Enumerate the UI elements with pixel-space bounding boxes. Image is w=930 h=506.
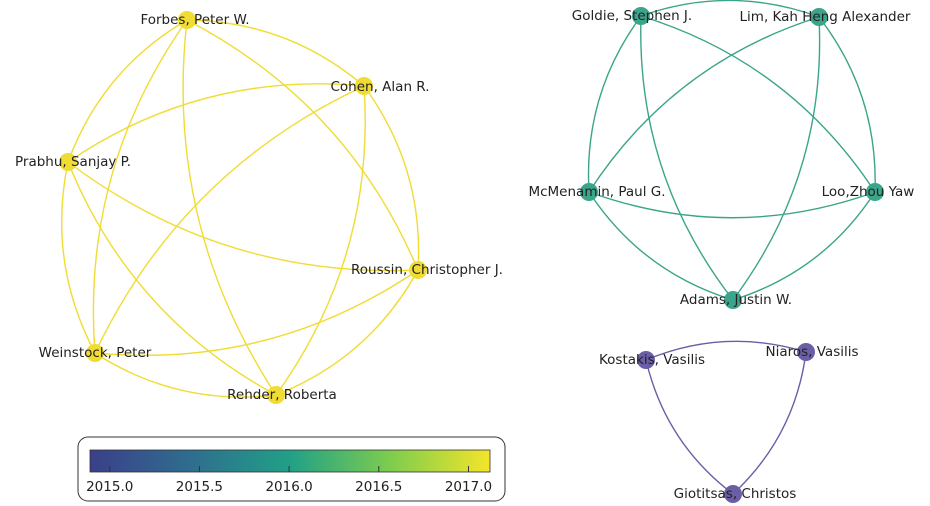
edge — [588, 191, 734, 301]
node — [724, 485, 742, 503]
colorbar — [89, 449, 491, 473]
node — [810, 8, 828, 26]
node — [724, 291, 742, 309]
node-label: Goldie, Stephen J. — [572, 8, 692, 24]
node-label: Forbes, Peter W. — [140, 12, 249, 28]
colorbar-tick-label: 2016.5 — [355, 479, 402, 495]
edge — [94, 352, 277, 398]
node — [866, 183, 884, 201]
edge — [588, 191, 876, 219]
edge — [182, 19, 277, 396]
node-label: Niaros, Vasilis — [765, 344, 858, 360]
edge — [67, 161, 419, 272]
node-label: Lim, Kah Heng Alexander — [740, 9, 911, 25]
node-label: Roussin, Christopher J. — [351, 262, 503, 278]
node-label: Prabhu, Sanjay P. — [15, 154, 131, 170]
colorbar-tick-label: 2016.0 — [265, 479, 312, 495]
edge — [275, 85, 366, 396]
edge — [645, 340, 807, 361]
node-label: Adams, Justin W. — [680, 292, 792, 308]
node — [637, 351, 655, 369]
edge — [587, 15, 642, 193]
node-label: McMenamin, Paul G. — [528, 184, 665, 200]
edge — [640, 0, 820, 18]
node-label: Loo,Zhou Yaw — [822, 184, 915, 200]
edge — [186, 19, 419, 271]
colorbar-tick-label: 2017.0 — [445, 479, 492, 495]
edge — [94, 269, 419, 357]
node — [178, 11, 196, 29]
node-label: Giotitsas, Christos — [674, 486, 797, 502]
node-label: Rehder, Roberta — [227, 387, 337, 403]
edge — [640, 15, 876, 193]
edge — [61, 161, 96, 354]
node-label: Weinstock, Peter — [39, 345, 152, 361]
edge — [732, 351, 807, 495]
node — [580, 183, 598, 201]
edge — [275, 269, 419, 396]
colorbar-tick-label: 2015.5 — [176, 479, 223, 495]
node — [267, 386, 285, 404]
node-label: Kostakis, Vasilis — [599, 352, 705, 368]
edge — [640, 15, 734, 301]
colorbar-frame — [77, 436, 506, 502]
edge — [67, 161, 277, 396]
node-label: Cohen, Alan R. — [331, 79, 430, 95]
edge — [732, 191, 876, 301]
edge — [67, 19, 188, 163]
edge — [94, 85, 365, 354]
node — [86, 344, 104, 362]
edge — [92, 19, 188, 354]
node — [632, 7, 650, 25]
edge — [588, 16, 820, 193]
edge — [186, 19, 365, 87]
edge — [818, 16, 876, 193]
node — [797, 343, 815, 361]
edge — [67, 83, 365, 163]
node — [59, 153, 77, 171]
edge — [732, 16, 821, 301]
edge — [645, 359, 734, 495]
node — [355, 77, 373, 95]
edge — [363, 85, 420, 271]
colorbar-tick-label: 2015.0 — [86, 479, 133, 495]
node — [409, 261, 427, 279]
